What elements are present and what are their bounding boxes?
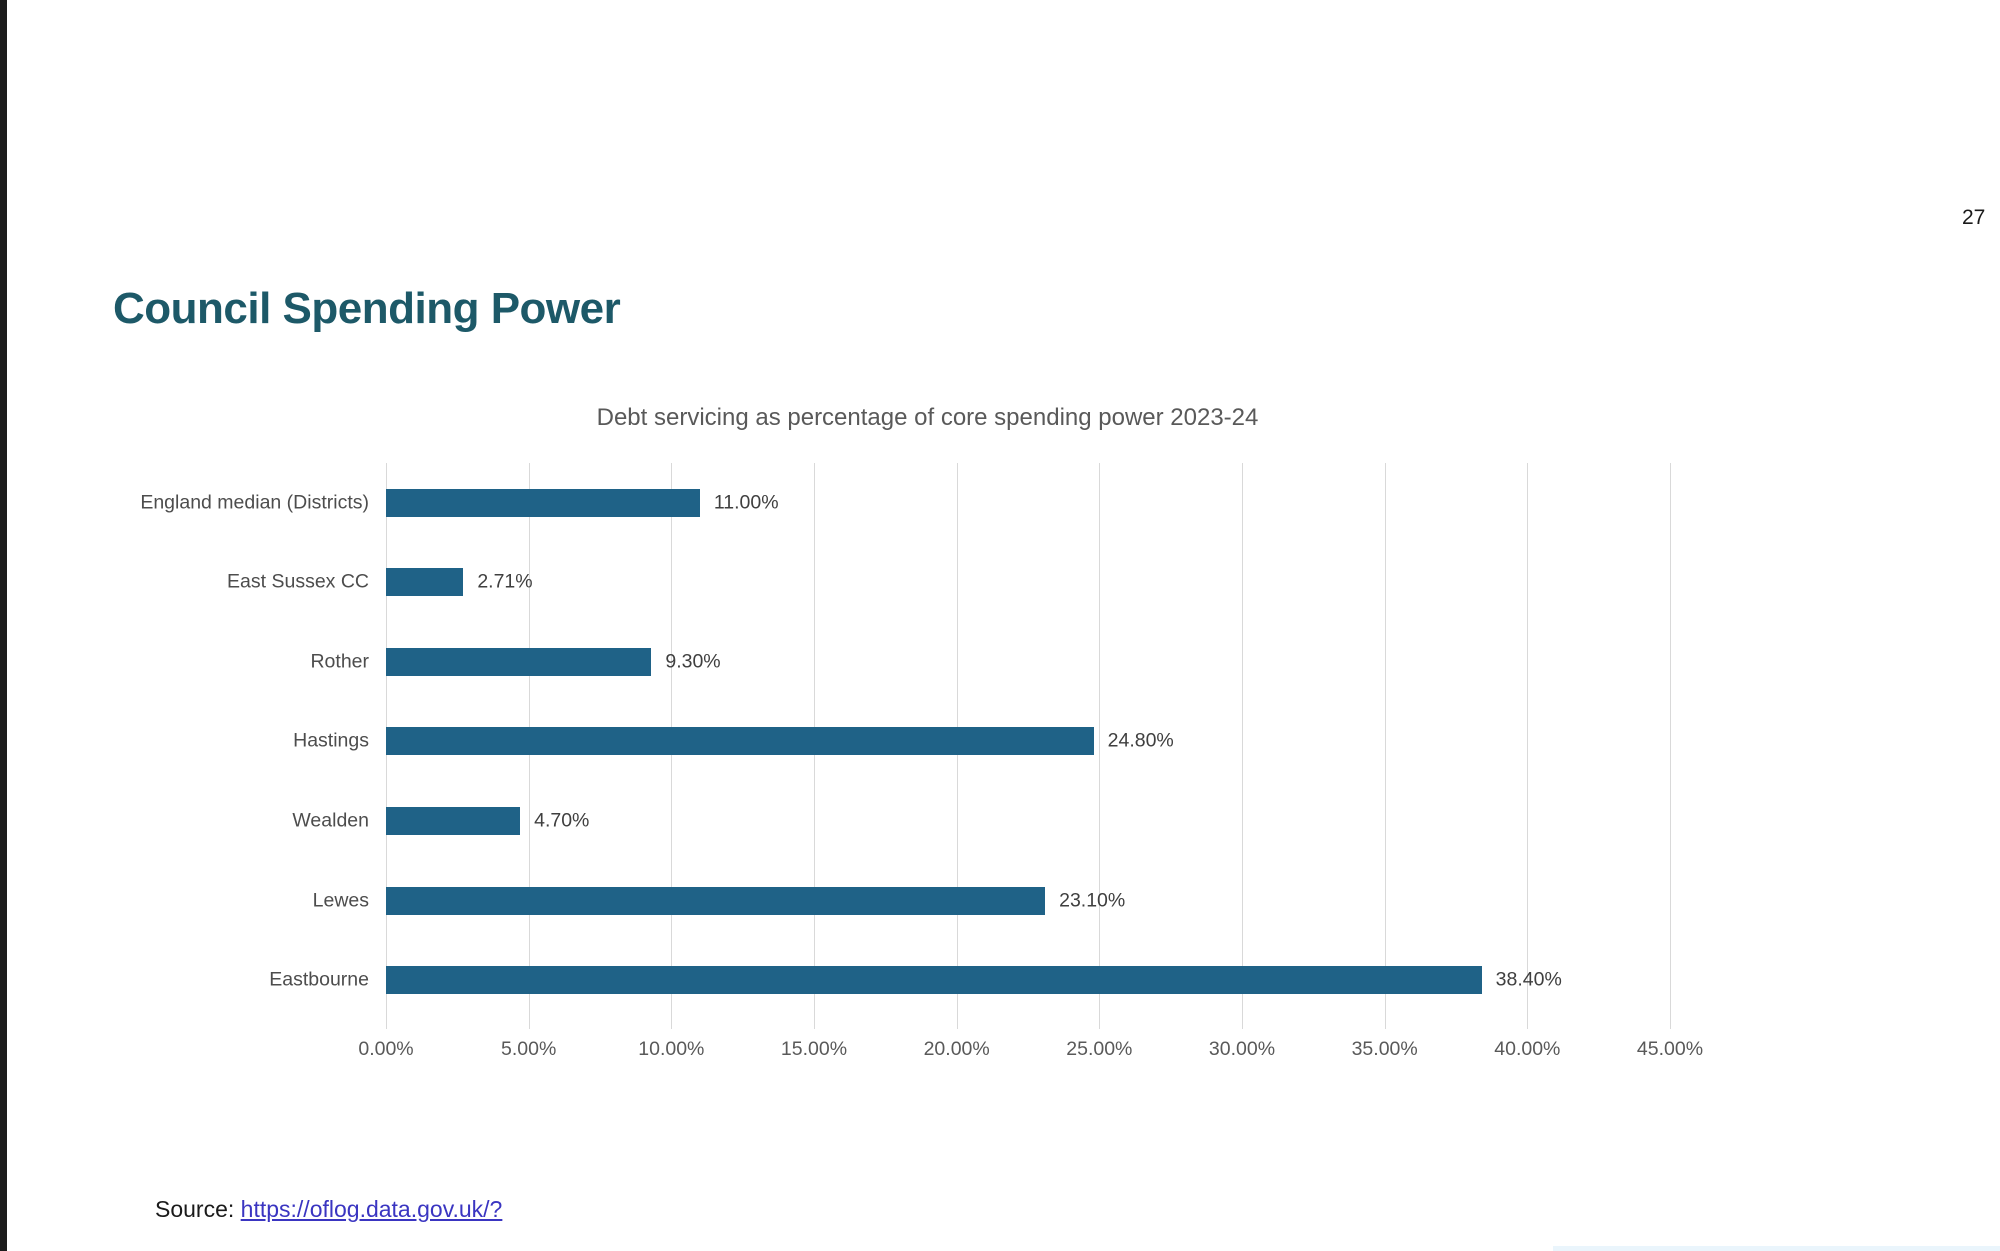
- chart-title: Debt servicing as percentage of core spe…: [596, 404, 1259, 431]
- bar: [386, 488, 700, 517]
- gridline: [1527, 463, 1529, 1020]
- bar-value-label: 4.70%: [534, 809, 590, 832]
- axis-tick: [528, 1020, 530, 1029]
- x-axis-labels: 0.00% 5.00% 10.00% 15.00% 20.00% 25.00% 30.00%…: [358, 1038, 1703, 1064]
- source-link[interactable]: https://oflog.data.gov.uk/?: [240, 1196, 503, 1222]
- axis-tick: [956, 1020, 958, 1029]
- axis-tick: [1384, 1020, 1386, 1029]
- bar-value-label: 9.30%: [665, 650, 721, 673]
- bar-value-label: 2.71%: [477, 570, 533, 593]
- category-label: Hastings: [293, 729, 369, 752]
- x-axis-label: 20.00%: [923, 1038, 990, 1060]
- axis-tick: [1099, 1020, 1101, 1029]
- category-label: England median (Districts): [140, 491, 369, 514]
- left-edge-strip: [0, 0, 7, 1251]
- source-label: Source:: [155, 1196, 241, 1222]
- axis-tick: [1670, 1020, 1671, 1029]
- x-axis-label: 25.00%: [1066, 1038, 1133, 1060]
- x-axis-label: 5.00%: [501, 1038, 557, 1060]
- bar-row: England median (Districts) 11.00%: [140, 463, 1670, 543]
- bar: [386, 568, 464, 597]
- axis-tick: [671, 1020, 673, 1029]
- category-label: Rother: [310, 650, 369, 673]
- bar-row: Hastings 24.80%: [293, 702, 1670, 782]
- bar-value-label: 24.80%: [1107, 729, 1174, 752]
- bar-value-label: 23.10%: [1059, 889, 1126, 912]
- bar: [386, 886, 1046, 915]
- category-label: Eastbourne: [269, 968, 369, 991]
- axis-tick: [814, 1020, 815, 1029]
- gridline: [1099, 463, 1101, 1020]
- source-line: Source: https://oflog.data.gov.uk/?: [155, 1196, 502, 1223]
- gridline: [1670, 463, 1671, 1020]
- page-title: Council Spending Power: [113, 284, 621, 333]
- bar-row: East Sussex CC 2.71%: [227, 543, 1670, 623]
- bar-row: Lewes 23.10%: [313, 861, 1670, 941]
- bar-row: Wealden 4.70%: [292, 781, 1670, 861]
- axis-tick: [1527, 1020, 1529, 1029]
- gridline: [1384, 463, 1386, 1020]
- x-axis-label: 10.00%: [638, 1038, 705, 1060]
- category-label: Lewes: [312, 889, 369, 912]
- x-axis-label: 45.00%: [1636, 1038, 1704, 1060]
- x-axis-label: 0.00%: [358, 1038, 414, 1060]
- x-axis-label: 15.00%: [780, 1038, 848, 1060]
- gridline: [1242, 463, 1243, 1020]
- debt-servicing-bar-chart: Debt servicing as percentage of core spe…: [115, 398, 1740, 1098]
- plot-area: England median (Districts) 11.00% East Sus…: [140, 463, 1671, 1029]
- bar: [386, 807, 521, 836]
- x-axis-label: 30.00%: [1208, 1038, 1276, 1060]
- axis-tick: [1242, 1020, 1243, 1029]
- bar: [386, 647, 652, 676]
- page-number: 27: [1962, 206, 1986, 229]
- bottom-right-band: [1553, 1246, 2000, 1251]
- axis-tick: [386, 1020, 387, 1029]
- category-label: East Sussex CC: [227, 570, 369, 593]
- bar-value-label: 38.40%: [1495, 968, 1562, 991]
- x-axis-label: 40.00%: [1494, 1038, 1561, 1060]
- bar: [386, 966, 1482, 995]
- bar-value-label: 11.00%: [713, 491, 779, 514]
- bar-row: Eastbourne 38.40%: [269, 940, 1670, 1020]
- category-label: Wealden: [292, 809, 369, 832]
- bar: [386, 727, 1094, 756]
- x-axis-label: 35.00%: [1351, 1038, 1418, 1060]
- bar-row: Rother 9.30%: [310, 622, 1670, 702]
